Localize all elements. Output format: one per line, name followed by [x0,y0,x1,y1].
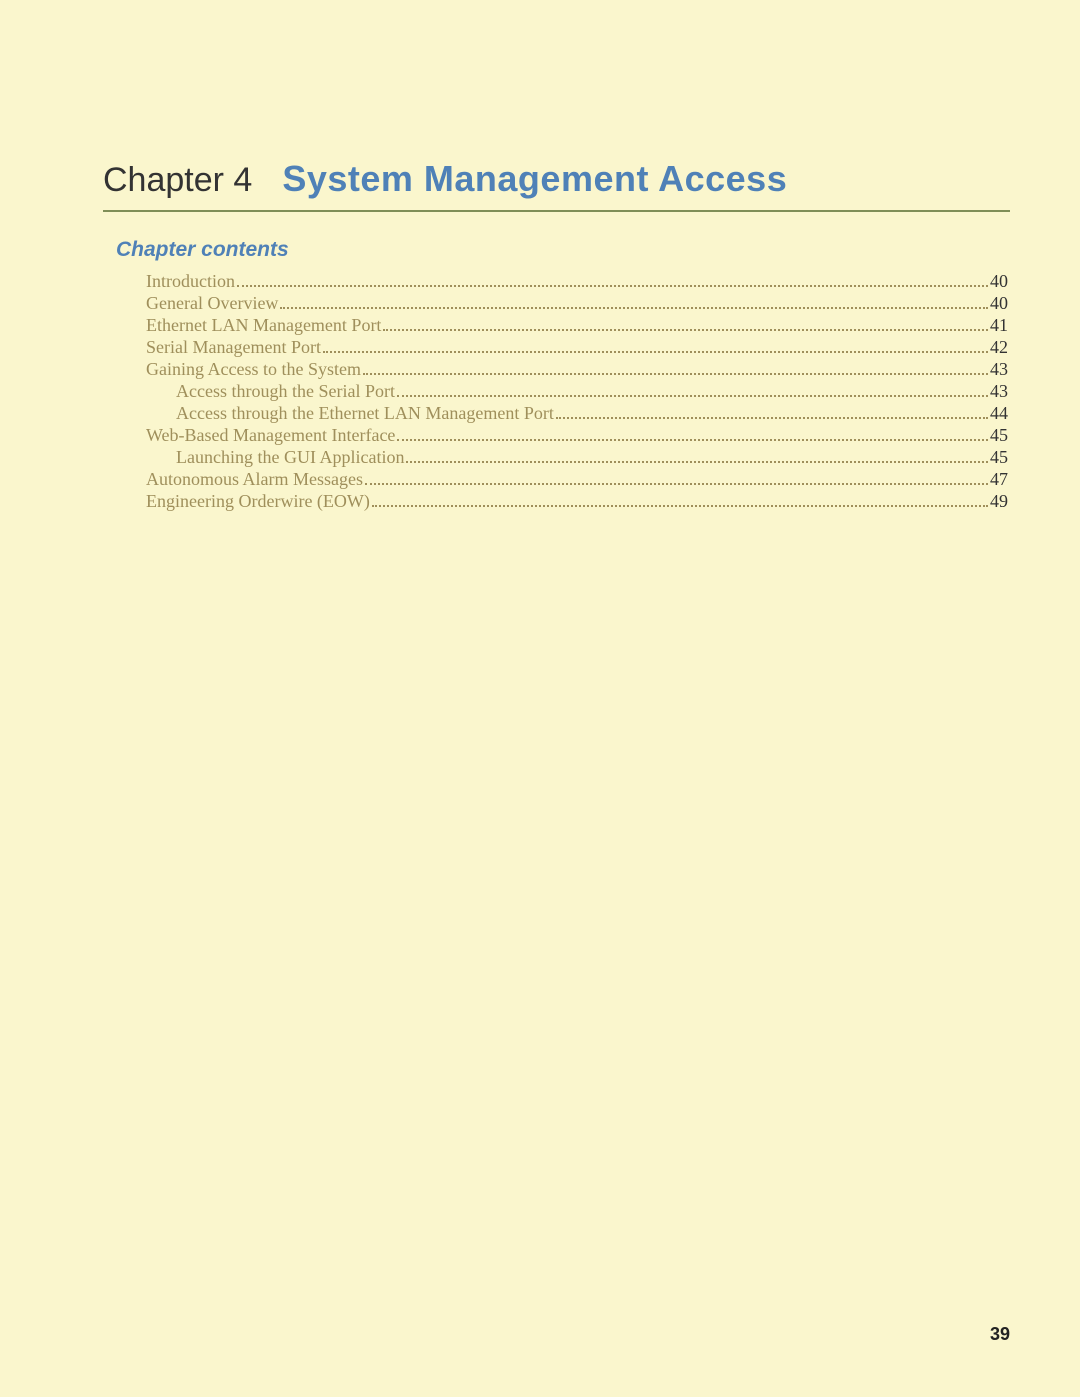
toc-entry-label: Launching the GUI Application [176,448,404,466]
toc-entry-label: Introduction [146,272,235,290]
toc-entry[interactable]: Access through the Serial Port 43 [146,382,1008,400]
toc-leader-dots [406,461,988,463]
toc-leader-dots [397,439,988,441]
toc-entry-label: Engineering Orderwire (EOW) [146,492,370,510]
toc-leader-dots [365,483,988,485]
toc-entry[interactable]: Ethernet LAN Management Port 41 [146,316,1008,334]
chapter-title: System Management Access [282,158,787,199]
toc-entry-page: 49 [990,492,1008,510]
toc-entry-page: 42 [990,338,1008,356]
toc-entry-page: 45 [990,448,1008,466]
chapter-label: Chapter 4 [103,161,252,199]
toc-entry-label: Access through the Ethernet LAN Manageme… [176,404,554,422]
toc-leader-dots [363,373,988,375]
toc-entry-page: 44 [990,404,1008,422]
toc-entry-label: Serial Management Port [146,338,321,356]
toc-entry-page: 40 [990,272,1008,290]
toc-entry-label: Access through the Serial Port [176,382,395,400]
toc-entry-label: General Overview [146,294,278,312]
toc-entry-page: 47 [990,470,1008,488]
toc-leader-dots [280,307,988,309]
toc-entry-page: 43 [990,382,1008,400]
chapter-heading-line: Chapter 4 System Management Access [103,158,1010,200]
document-page: Chapter 4 System Management Access Chapt… [0,0,1080,1397]
toc-entry-label: Autonomous Alarm Messages [146,470,363,488]
chapter-header: Chapter 4 System Management Access [103,158,1010,212]
toc-entry[interactable]: Web-Based Management Interface 45 [146,426,1008,444]
toc-entry[interactable]: Engineering Orderwire (EOW) 49 [146,492,1008,510]
toc-entry-label: Web-Based Management Interface [146,426,395,444]
toc-leader-dots [323,351,988,353]
toc-entry[interactable]: Gaining Access to the System 43 [146,360,1008,378]
toc-entry-label: Ethernet LAN Management Port [146,316,381,334]
toc-entry[interactable]: General Overview 40 [146,294,1008,312]
toc-entry-page: 45 [990,426,1008,444]
toc-entry-label: Gaining Access to the System [146,360,361,378]
toc-leader-dots [397,395,988,397]
toc-entry[interactable]: Serial Management Port 42 [146,338,1008,356]
chapter-contents-heading: Chapter contents [116,238,289,262]
toc-entry[interactable]: Introduction 40 [146,272,1008,290]
table-of-contents: Introduction 40 General Overview 40 Ethernet… [146,268,1008,510]
toc-entry-page: 40 [990,294,1008,312]
toc-entry-page: 41 [990,316,1008,334]
toc-leader-dots [237,285,988,287]
toc-entry[interactable]: Access through the Ethernet LAN Manageme… [146,404,1008,422]
toc-leader-dots [383,329,988,331]
toc-entry[interactable]: Launching the GUI Application 45 [146,448,1008,466]
toc-leader-dots [556,417,988,419]
toc-leader-dots [372,505,988,507]
toc-entry-page: 43 [990,360,1008,378]
page-number: 39 [990,1324,1010,1345]
toc-entry[interactable]: Autonomous Alarm Messages 47 [146,470,1008,488]
